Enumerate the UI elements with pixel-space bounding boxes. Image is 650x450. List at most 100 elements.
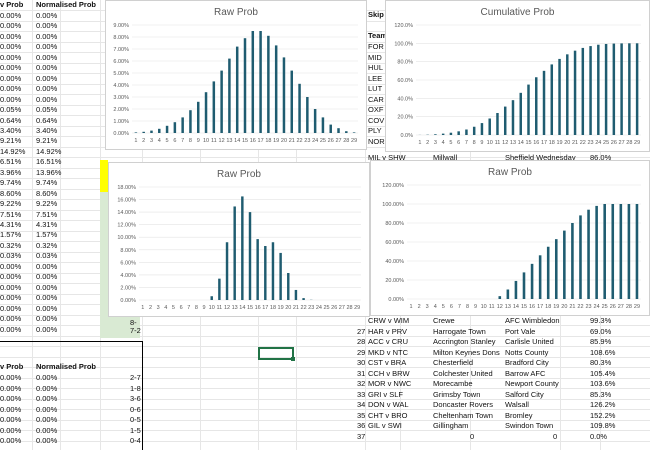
chart-bar: [313, 109, 317, 133]
table-cell: ACC v CRU: [368, 337, 409, 346]
x-tick-label: 24: [316, 305, 322, 311]
chart-bar: [538, 255, 542, 299]
chart-raw-prob-1[interactable]: Raw Prob 0.00% 1.00% 2.00% 3.00% 4.00% 5.00% 6.…: [105, 0, 367, 150]
y-tick-label: 20.0%: [397, 115, 413, 121]
y-tick-label: 8.00%: [120, 248, 136, 254]
x-tick-label: 16: [255, 305, 261, 311]
table-cell: 0.00%: [0, 94, 22, 104]
chart-bar: [329, 124, 332, 133]
table-cell: Walsall: [505, 400, 529, 409]
y-tick-label: 0.00%: [388, 297, 404, 303]
table-cell: 0.00%: [0, 11, 22, 20]
chart-bar: [165, 125, 169, 133]
yellow-highlight: [100, 160, 108, 192]
team-code: COV: [368, 115, 385, 125]
x-tick-label: 8: [195, 305, 198, 311]
x-tick-label: 19: [553, 304, 559, 310]
chart-bar: [611, 204, 615, 299]
table-cell: 0.0%: [590, 431, 608, 441]
x-tick-label: 20: [281, 138, 287, 144]
x-tick-label: 26: [328, 138, 334, 144]
table-cell: Carlisle United: [505, 337, 554, 346]
x-tick-label: 26: [331, 305, 337, 311]
table-cell: Crewe: [433, 316, 455, 325]
x-tick-label: 7: [465, 140, 468, 146]
chart-bar: [522, 272, 526, 299]
chart-bar: [220, 70, 223, 133]
table-cell: 1.57%: [36, 230, 58, 240]
x-tick-label: 13: [226, 138, 232, 144]
table-cell: 0.05%: [36, 105, 58, 115]
table-cell: 0.00%: [0, 272, 22, 282]
chart-bar: [306, 97, 309, 133]
table-cell: Bromley: [505, 410, 533, 420]
chart-bar: [620, 43, 623, 135]
chart-bar: [189, 110, 192, 133]
x-tick-label: 13: [232, 305, 238, 311]
chart-cumulative-prob[interactable]: Cumulative Prob 0.0% 20.0% 40.0% 60.0% 80.0% 1…: [385, 0, 650, 152]
grid-row-line: [0, 378, 650, 379]
y-tick-label: 1.00%: [113, 119, 129, 125]
y-tick-label: 80.00%: [385, 221, 404, 227]
team-code: MID: [368, 52, 382, 62]
table-cell: 14.92%: [36, 146, 62, 156]
table-cell: DON v WAL: [368, 400, 409, 409]
y-tick-label: 10.00%: [117, 235, 136, 241]
table-cell: 0.00%: [0, 84, 22, 94]
table-cell: 8.60%: [0, 188, 22, 198]
x-tick-label: 16: [533, 140, 539, 146]
chart-bar: [542, 70, 546, 135]
table-cell: 1.57%: [0, 230, 22, 240]
x-tick-label: 12: [219, 138, 225, 144]
x-tick-label: 1: [418, 140, 421, 146]
y-tick-label: 8.00%: [113, 35, 129, 41]
table-cell: 69.0%: [590, 326, 612, 336]
table-cell: Grimsby Town: [433, 389, 481, 399]
table-cell: 0.00%: [36, 436, 58, 445]
chart-raw-prob-3[interactable]: Raw Prob 0.00% 20.00% 40.00% 60.00% 80.00% 100…: [370, 160, 650, 316]
chart-svg: Cumulative Prob 0.0% 20.0% 40.0% 60.0% 80.0% 1…: [394, 7, 641, 146]
x-tick-label: 25: [603, 140, 609, 146]
table-cell: 0.00%: [0, 404, 22, 414]
row-number: 31: [357, 368, 366, 378]
fill-handle[interactable]: [291, 357, 295, 361]
x-tick-label: 12: [502, 140, 508, 146]
chart-bar: [595, 205, 598, 299]
table-cell: 0.00%: [36, 21, 58, 31]
x-tick-label: 29: [634, 140, 640, 146]
x-tick-label: 9: [197, 138, 200, 144]
table-cell: 0.00%: [0, 314, 22, 324]
table-cell: Swindon Town: [505, 421, 554, 430]
table-cell: 0.00%: [36, 272, 58, 282]
chart-bar: [465, 129, 468, 135]
table-cell: 0.00%: [36, 31, 58, 41]
y-tick-label: 18.00%: [117, 185, 136, 191]
chart-bar: [480, 123, 484, 135]
x-tick-label: 3: [150, 138, 153, 144]
x-tick-label: 6: [450, 304, 453, 310]
y-tick-label: 0.00%: [120, 298, 136, 304]
x-tick-label: 11: [489, 304, 495, 310]
x-tick-label: 21: [569, 304, 575, 310]
x-tick-label: 3: [426, 304, 429, 310]
row-number: 36: [357, 421, 366, 430]
x-tick-label: 17: [537, 304, 543, 310]
chart-bar: [173, 122, 177, 133]
table-cell: CHT v BRO: [368, 410, 408, 420]
chart-bar: [457, 131, 460, 135]
table-cell: 0.00%: [0, 324, 22, 334]
selected-cell[interactable]: [258, 347, 294, 360]
x-tick-label: 5: [449, 140, 452, 146]
table-cell: 7.51%: [36, 209, 58, 219]
chart-title: Raw Prob: [214, 7, 258, 18]
chart-bar: [243, 38, 247, 134]
chart-raw-prob-2[interactable]: Raw Prob 0.00% 2.00% 4.00% 6.00% 8.00% 10.00% 1…: [108, 162, 370, 317]
fragment-cell: 7-2: [130, 326, 141, 335]
table-cell: 0.00%: [0, 52, 22, 62]
y-tick-label: 20.00%: [385, 278, 404, 284]
table-cell: 80.3%: [590, 358, 612, 367]
row-number: 28: [357, 337, 366, 346]
chart-bar: [235, 46, 239, 133]
x-tick-label: 12: [224, 305, 230, 311]
